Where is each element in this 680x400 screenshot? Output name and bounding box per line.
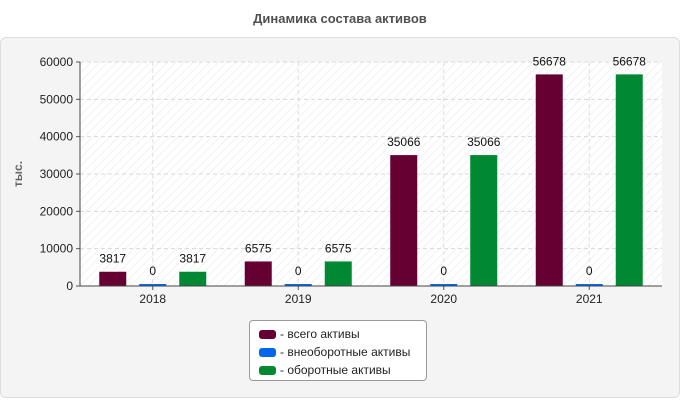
y-tick-label: 30000 [40,167,74,181]
data-label: 0 [586,264,593,278]
x-tick-label: 2019 [285,292,312,306]
data-label: 3817 [179,252,206,266]
legend-label-current-assets: - оборотные активы [280,363,391,377]
legend-item-current-assets: - оборотные активы [259,361,426,379]
bar-всего-активы-2021 [535,74,563,286]
legend: - всего активы - внеоборотные активы - о… [249,320,427,381]
y-tick-label: 0 [66,279,73,293]
x-tick-label: 2018 [139,292,166,306]
bar-оборотные-активы-2021 [615,74,643,286]
legend-item-total-assets: - всего активы [259,325,426,343]
bar-всего-активы-2019 [244,261,272,286]
bar-оборотные-активы-2018 [179,271,207,286]
data-label: 6575 [245,241,272,255]
legend-swatch-total-assets [259,329,276,339]
x-tick-label: 2021 [576,292,603,306]
data-label: 56678 [533,54,567,68]
y-tick-label: 10000 [40,242,74,256]
bar-всего-активы-2018 [99,271,127,286]
legend-swatch-noncurrent-assets [259,347,276,357]
data-label: 0 [440,264,447,278]
data-label: 0 [149,264,156,278]
chart-title: Динамика состава активов [253,11,427,26]
y-tick-label: 40000 [40,130,74,144]
y-tick-label: 50000 [40,92,74,106]
legend-item-noncurrent-assets: - внеоборотные активы [259,343,426,361]
y-axis-label: тыс. [11,161,25,187]
data-label: 3817 [99,252,126,266]
bar-внеоборотные-активы-2020 [430,284,458,286]
data-label: 35066 [467,135,501,149]
bar-внеоборотные-активы-2018 [139,284,167,286]
legend-label-noncurrent-assets: - внеоборотные активы [280,345,411,359]
y-tick-label: 20000 [40,204,74,218]
x-tick-label: 2020 [430,292,457,306]
bar-оборотные-активы-2020 [470,155,498,286]
data-label: 56678 [613,54,647,68]
y-tick-label: 60000 [40,55,74,69]
data-label: 35066 [387,135,421,149]
legend-label-total-assets: - всего активы [280,327,360,341]
data-label: 0 [295,264,302,278]
bar-внеоборотные-активы-2021 [575,284,603,286]
bar-оборотные-активы-2019 [324,261,352,286]
data-label: 6575 [325,241,352,255]
bar-всего-активы-2020 [390,155,418,286]
bar-внеоборотные-активы-2019 [284,284,312,286]
legend-swatch-current-assets [259,365,276,375]
